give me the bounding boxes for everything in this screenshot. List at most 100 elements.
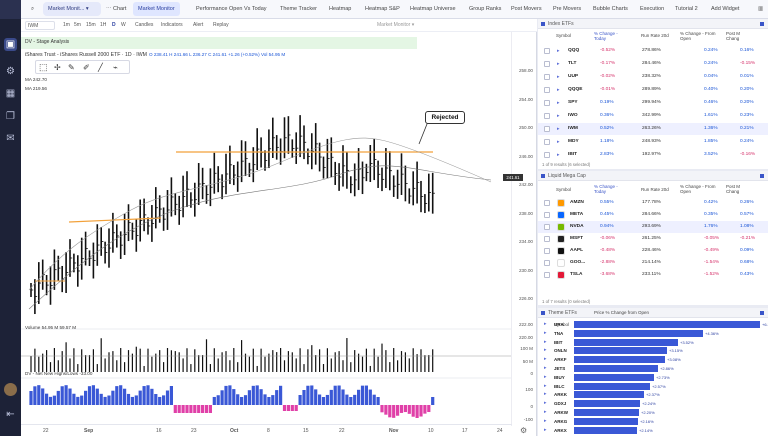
col-change-open[interactable]: % Change - From Open bbox=[680, 184, 716, 194]
window-icon[interactable]: ❐ bbox=[6, 111, 15, 122]
table-row[interactable]: NVDA 0.94% 293.69% 1.76% 1.08% bbox=[538, 221, 768, 233]
table-row[interactable]: ▸ QQQ -0.52% 278.86% 0.24% 0.16% bbox=[538, 45, 768, 57]
list-item[interactable]: ▸ IBIT +3.52% bbox=[538, 338, 768, 347]
row-checkbox[interactable] bbox=[544, 152, 550, 158]
time-axis[interactable]: 22 Sep 16 23 Oct 8 15 22 Nov 10 17 24 bbox=[21, 424, 512, 436]
pencil-tool-icon[interactable]: ✐ bbox=[83, 63, 90, 72]
layout-menu-button[interactable]: ⋯ bbox=[106, 6, 112, 12]
table-row[interactable]: ▸ IBIT 2.83% 192.97% 3.52% -0.16% bbox=[538, 149, 768, 161]
tab-post-movers[interactable]: Post Movers bbox=[511, 6, 542, 12]
tab-market-monitor[interactable]: Market Monitor bbox=[133, 2, 180, 16]
chart-type-button[interactable]: Candles bbox=[135, 22, 154, 28]
table-row[interactable]: META 0.45% 284.66% 0.35% 0.57% bbox=[538, 209, 768, 221]
list-item[interactable]: ▸ JETS +2.86% bbox=[538, 364, 768, 373]
list-item[interactable]: ▸ ARKG +2.16% bbox=[538, 417, 768, 426]
table-row[interactable]: ▸ UUP -0.02% 238.32% 0.04% 0.01% bbox=[538, 71, 768, 83]
table-row[interactable]: ▸ MDY 1.18% 248.93% 1.85% 0.24% bbox=[538, 136, 768, 148]
tab-heatmap-universe[interactable]: Heatmap Universe bbox=[410, 6, 456, 12]
table-row[interactable]: ▸ SPY 0.19% 299.94% 0.46% 0.20% bbox=[538, 97, 768, 109]
col-post-market[interactable]: Post M Chang bbox=[726, 31, 741, 41]
list-item[interactable]: ▸ IBUY +2.73% bbox=[538, 373, 768, 382]
study-label[interactable]: DV - Stage Analysis bbox=[25, 39, 70, 45]
row-checkbox[interactable] bbox=[544, 126, 550, 132]
avatar[interactable] bbox=[4, 383, 17, 396]
col-run-rate[interactable]: Run Rate 20d bbox=[641, 187, 669, 192]
panel-menu-icon[interactable] bbox=[760, 22, 764, 26]
col-symbol[interactable]: Symbol bbox=[556, 33, 572, 38]
tab-group-ranks[interactable]: Group Ranks bbox=[469, 6, 502, 12]
rejected-annotation[interactable]: Rejected bbox=[425, 111, 465, 124]
row-checkbox[interactable] bbox=[544, 212, 550, 218]
grid-icon[interactable]: ▦ bbox=[5, 88, 16, 99]
tab-pre-movers[interactable]: Pre Movers bbox=[553, 6, 582, 12]
tab-chart[interactable]: Chart bbox=[113, 6, 127, 12]
interval-5m[interactable]: 5m bbox=[74, 22, 81, 28]
row-checkbox[interactable] bbox=[544, 87, 550, 93]
line-tool-icon[interactable]: ╱ bbox=[98, 63, 103, 72]
row-checkbox[interactable] bbox=[544, 248, 550, 254]
row-checkbox[interactable] bbox=[544, 61, 550, 67]
list-item[interactable]: ▸ ARKX +2.14% bbox=[538, 426, 768, 435]
row-checkbox[interactable] bbox=[544, 236, 550, 242]
theme-col-symbol[interactable]: Symbol bbox=[554, 322, 570, 327]
theme-col-price[interactable]: Price % Change from Open bbox=[594, 310, 650, 315]
crosshair-tool-icon[interactable]: ✢ bbox=[54, 63, 61, 72]
panel-menu-icon[interactable] bbox=[760, 174, 764, 178]
interval-1m[interactable]: 1m bbox=[63, 22, 70, 28]
row-checkbox[interactable] bbox=[544, 260, 550, 266]
layout-selector[interactable]: Market Monit... ▾ bbox=[43, 2, 101, 16]
tab-performance-open-vs-today[interactable]: Performance Open Vs Today bbox=[196, 6, 267, 12]
interval-15m[interactable]: 15m bbox=[86, 22, 96, 28]
col-change-today[interactable]: % Change - Today bbox=[594, 184, 618, 194]
sync-group-select[interactable]: Market Monitor ▾ bbox=[377, 22, 415, 28]
search-icon[interactable]: ⌕ bbox=[31, 6, 35, 12]
col-change-today[interactable]: % Change - Today bbox=[594, 31, 618, 41]
settings-icon[interactable]: ⚙ bbox=[6, 66, 15, 77]
list-item[interactable]: ▸ ONLN +3.15% bbox=[538, 346, 768, 355]
row-checkbox[interactable] bbox=[544, 113, 550, 119]
link-tool-icon[interactable]: ⌁ bbox=[113, 63, 118, 72]
tab-heatmap-sp[interactable]: Heatmap S&P bbox=[365, 6, 400, 12]
row-checkbox[interactable] bbox=[544, 100, 550, 106]
indicators-button[interactable]: Indicators bbox=[161, 22, 183, 28]
alert-button[interactable]: Alert bbox=[193, 22, 204, 28]
brush-tool-icon[interactable]: ✎ bbox=[68, 63, 75, 72]
row-checkbox[interactable] bbox=[544, 272, 550, 278]
table-row[interactable]: MSFT -0.06% 261.25% -0.05% -0.21% bbox=[538, 233, 768, 245]
interval-w[interactable]: W bbox=[121, 22, 126, 28]
panel-menu-icon[interactable] bbox=[760, 311, 764, 315]
chart-canvas[interactable] bbox=[21, 32, 512, 424]
col-post-market[interactable]: Post M Chang bbox=[726, 184, 741, 194]
interval-1h[interactable]: 1H bbox=[100, 22, 107, 28]
table-row[interactable]: AMZN 0.55% 177.78% 0.42% 0.26% bbox=[538, 197, 768, 209]
list-item[interactable]: ▸ ARKK +2.37% bbox=[538, 390, 768, 399]
chat-icon[interactable]: ✉ bbox=[6, 133, 15, 144]
row-checkbox[interactable] bbox=[544, 74, 550, 80]
table-row[interactable]: ▸ IWO 0.36% 342.99% 1.61% 0.23% bbox=[538, 110, 768, 122]
replay-button[interactable]: Replay bbox=[213, 22, 229, 28]
table-row[interactable]: ▸ IWM 0.52% 263.26% 1.36% 0.21% bbox=[538, 123, 768, 135]
tab-bubble-charts[interactable]: Bubble Charts bbox=[593, 6, 628, 12]
table-row[interactable]: AAPL -0.48% 228.46% -0.49% 0.09% bbox=[538, 245, 768, 257]
table-row[interactable]: ▸ QQQE -0.01% 289.89% 0.40% 0.20% bbox=[538, 84, 768, 96]
list-item[interactable]: ▸ URA +6.31% bbox=[538, 320, 768, 329]
list-item[interactable]: ▸ ARKF +3.08% bbox=[538, 355, 768, 364]
panel-toggle-icon[interactable]: ▥ bbox=[758, 6, 764, 12]
symbol-search[interactable]: IWM bbox=[25, 21, 55, 30]
table-row[interactable]: ▸ TLT -0.17% 284.46% 0.24% -0.15% bbox=[538, 58, 768, 70]
row-checkbox[interactable] bbox=[544, 224, 550, 230]
list-item[interactable]: ▸ TNA +4.36% bbox=[538, 329, 768, 338]
tab-theme-tracker[interactable]: Theme Tracker bbox=[280, 6, 317, 12]
settings-icon[interactable]: ⚙ bbox=[520, 426, 528, 435]
col-change-open[interactable]: % Change - From Open bbox=[680, 31, 716, 41]
layout-icon[interactable]: ▣ bbox=[4, 38, 17, 51]
add-widget-button[interactable]: Add Widget bbox=[711, 6, 740, 12]
logout-icon[interactable]: ⇤ bbox=[6, 409, 15, 420]
col-run-rate[interactable]: Run Rate 20d bbox=[641, 33, 669, 38]
list-item[interactable]: ▸ ARKW +2.20% bbox=[538, 408, 768, 417]
table-row[interactable]: GOO... -2.88% 214.14% -1.54% 0.68% bbox=[538, 257, 768, 269]
tab-execution[interactable]: Execution bbox=[640, 6, 665, 12]
row-checkbox[interactable] bbox=[544, 200, 550, 206]
list-item[interactable]: ▸ GDXJ +2.24% bbox=[538, 399, 768, 408]
tab-tutorial-2[interactable]: Tutorial 2 bbox=[675, 6, 698, 12]
